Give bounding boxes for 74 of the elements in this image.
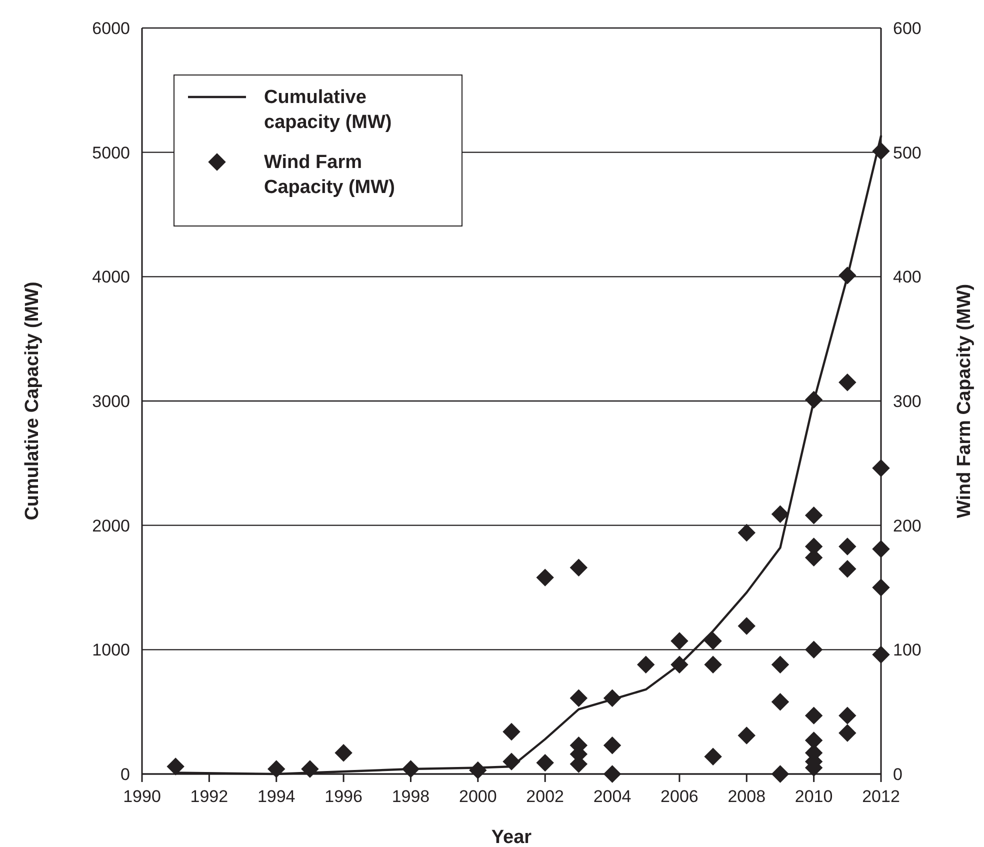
x-axis-title: Year [491, 827, 532, 847]
y2-tick-label: 400 [893, 268, 922, 287]
point [670, 632, 688, 650]
x-tick-label: 1992 [190, 787, 228, 806]
y2-tick-label: 200 [893, 516, 922, 536]
point [838, 724, 856, 742]
point [872, 540, 890, 558]
point [804, 706, 823, 724]
y2-tick-label: 600 [893, 19, 922, 38]
point [637, 656, 655, 674]
x-tick-label: 2002 [526, 787, 564, 806]
x-tick-label: 1990 [123, 787, 161, 806]
y-tick-label: 2000 [92, 516, 130, 536]
point [872, 459, 890, 477]
point [536, 568, 554, 586]
point [704, 632, 722, 650]
y-tick-label: 4000 [92, 268, 130, 287]
point [804, 640, 823, 659]
point [872, 578, 890, 596]
y2-tick-label: 0 [893, 765, 902, 784]
y-tick-label: 1000 [92, 640, 130, 660]
point [738, 617, 756, 635]
legend-label: Cumulative capacity (MW) [264, 87, 392, 133]
point [838, 538, 856, 556]
x-tick-label: 2000 [458, 787, 497, 806]
point [771, 765, 790, 783]
x-tick-label: 2010 [794, 787, 833, 806]
point [771, 693, 790, 711]
x-tick-label: 2012 [862, 787, 900, 806]
point [838, 706, 856, 724]
point [838, 266, 856, 284]
point [838, 560, 856, 578]
y-tick-label: 6000 [92, 19, 130, 38]
x-tick-label: 1996 [324, 787, 362, 806]
point [570, 689, 588, 708]
point [838, 373, 856, 392]
x-tick-label: 1994 [257, 787, 296, 806]
point [738, 524, 756, 542]
point [502, 752, 520, 770]
point [603, 765, 622, 783]
point [402, 760, 420, 778]
point [603, 736, 622, 754]
point [334, 744, 352, 762]
x-tick-label: 2006 [660, 787, 698, 806]
point [804, 506, 823, 524]
point [603, 689, 622, 708]
point [469, 761, 487, 780]
y2-tick-label: 100 [893, 640, 922, 660]
point [704, 748, 722, 766]
x-tick-label: 1998 [392, 787, 430, 806]
legend-label: Wind Farm Capacity (MW) [264, 152, 395, 198]
y-axis-title: Cumulative Capacity (MW) [22, 282, 43, 520]
point [166, 758, 184, 776]
y2-tick-label: 500 [893, 143, 922, 162]
point [670, 656, 688, 674]
y-tick-label: 0 [120, 765, 130, 784]
y-tick-label: 3000 [92, 392, 130, 411]
point [301, 760, 319, 778]
point [536, 754, 554, 772]
y2-axis-title: Wind Farm Capacity (MW) [954, 284, 975, 518]
point [771, 505, 790, 523]
x-tick-label: 2004 [593, 787, 632, 806]
point [872, 646, 890, 664]
point [771, 656, 790, 674]
point [704, 656, 722, 674]
point [804, 390, 823, 409]
y2-tick-label: 300 [893, 392, 922, 411]
point [738, 726, 756, 744]
point [502, 722, 520, 741]
point [268, 760, 286, 778]
point [872, 142, 890, 160]
y-tick-label: 5000 [92, 143, 130, 162]
point [570, 558, 588, 576]
x-tick-label: 2008 [728, 787, 766, 806]
